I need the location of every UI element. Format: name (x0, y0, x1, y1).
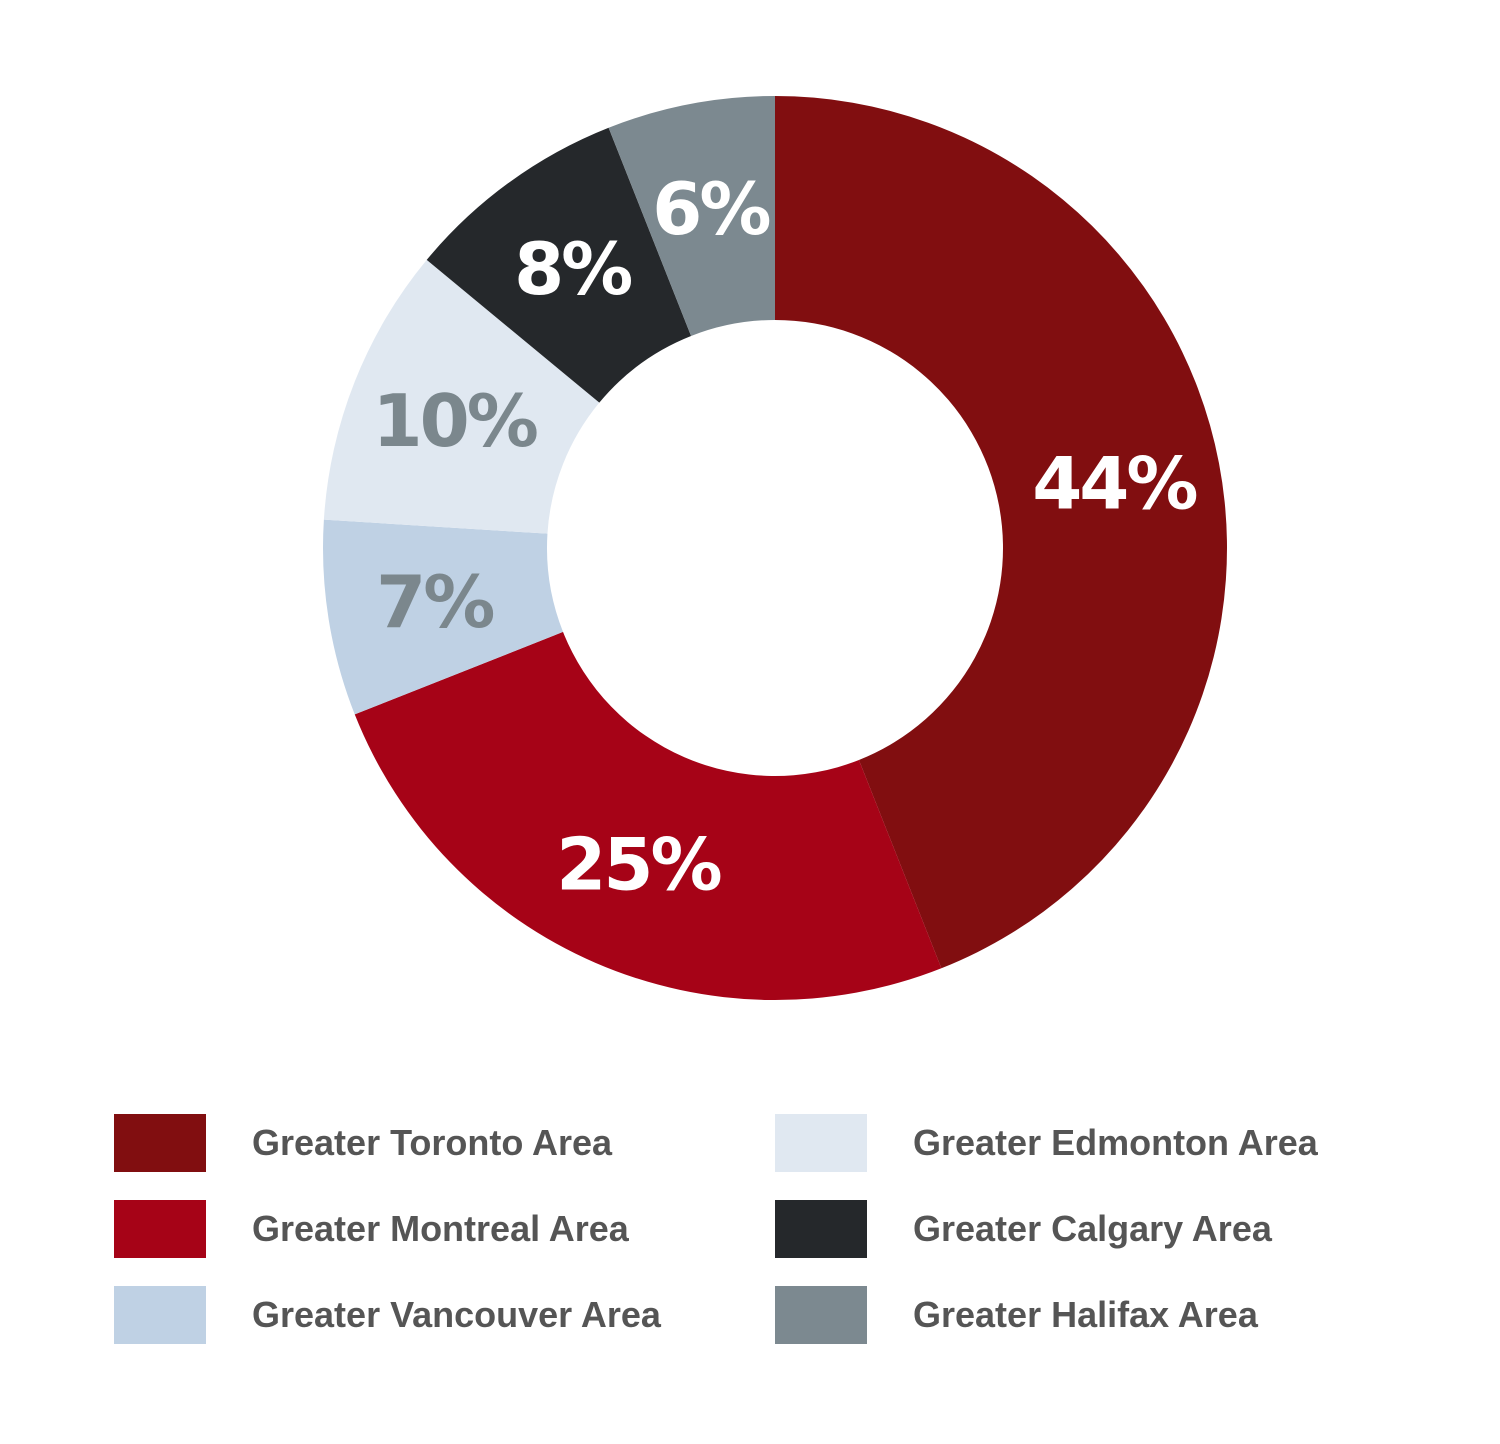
legend-item-greater-vancouver-area: Greater Vancouver Area (114, 1286, 661, 1344)
legend-swatch (114, 1286, 206, 1344)
legend-label: Greater Montreal Area (252, 1208, 629, 1249)
legend-item-greater-edmonton-area: Greater Edmonton Area (775, 1114, 1318, 1172)
slice-label-greater-halifax-area: 6% (652, 167, 769, 251)
legend-label: Greater Halifax Area (913, 1294, 1258, 1335)
legend-item-greater-halifax-area: Greater Halifax Area (775, 1286, 1258, 1344)
slice-greater-halifax-area (608, 96, 775, 337)
legend-swatch (775, 1200, 867, 1258)
legend-item-greater-montreal-area: Greater Montreal Area (114, 1200, 629, 1258)
legend-swatch (775, 1114, 867, 1172)
slice-label-greater-vancouver-area: 7% (376, 560, 493, 644)
legend-swatch (114, 1200, 206, 1258)
donut-chart: 44% 25% 7% 10% 8% 6% (323, 96, 1228, 1000)
legend: Greater Toronto Area Greater Montreal Are… (114, 1114, 1414, 1354)
legend-label: Greater Toronto Area (252, 1122, 613, 1163)
slice-label-greater-edmonton-area: 10% (373, 379, 537, 463)
legend-item-greater-toronto-area: Greater Toronto Area (114, 1114, 612, 1172)
slice-greater-vancouver-area (323, 519, 564, 715)
legend-swatch (114, 1114, 206, 1172)
slice-label-greater-montreal-area: 25% (556, 823, 720, 907)
legend-item-greater-calgary-area: Greater Calgary Area (775, 1200, 1272, 1258)
legend-label: Greater Calgary Area (913, 1208, 1272, 1249)
slice-greater-montreal-area (354, 631, 942, 1000)
donut-chart-svg: 44% 25% 7% 10% 8%6% (323, 96, 1228, 1000)
slice-label-greater-calgary-area: 8% (514, 227, 631, 311)
legend-swatch (775, 1286, 867, 1344)
slice-greater-toronto-area (775, 96, 1228, 969)
slice-label-greater-toronto-area: 44% (1032, 441, 1196, 525)
slice-labels-group: 44% 25% 7% 10% 8%6% (373, 167, 1200, 907)
legend-label: Greater Edmonton Area (913, 1122, 1318, 1163)
slice-greater-calgary-area (426, 127, 692, 403)
slice-greater-edmonton-area (323, 259, 600, 534)
slices-group (323, 96, 1228, 1000)
legend-label: Greater Vancouver Area (252, 1294, 661, 1335)
